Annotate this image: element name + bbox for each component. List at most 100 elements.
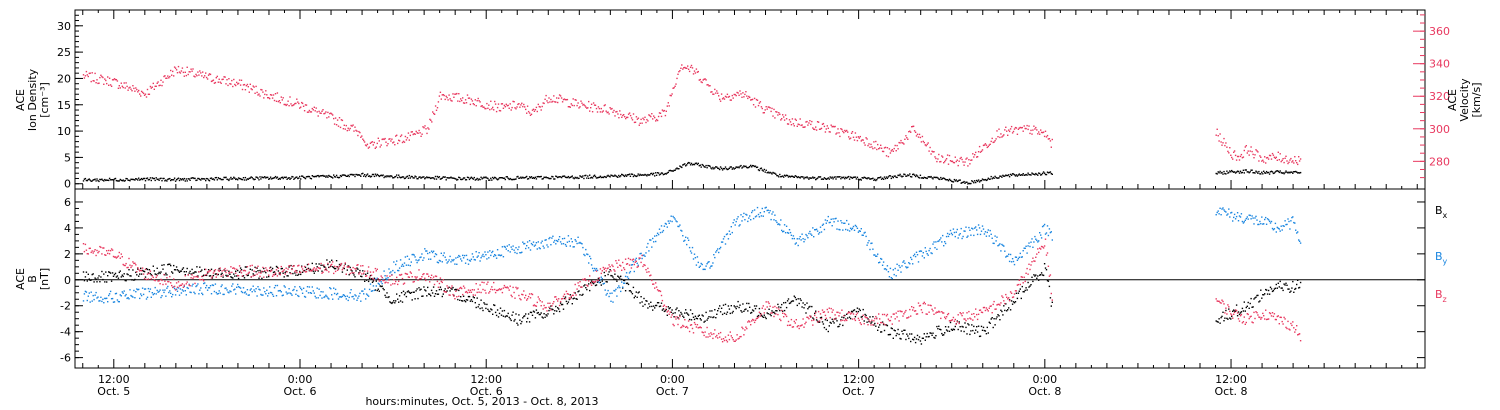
b-bz-point [282, 270, 284, 272]
b-by-point [952, 228, 955, 230]
velocity-point [762, 112, 764, 114]
density-point [90, 180, 92, 182]
b-by-point [251, 291, 253, 293]
density-point [1252, 172, 1254, 174]
velocity-point [637, 117, 640, 119]
b-by-point [442, 254, 444, 257]
b-by-point [227, 291, 229, 293]
b-bx-point [791, 300, 794, 302]
density-point [777, 175, 779, 177]
density-point [195, 179, 197, 182]
density-point [159, 177, 161, 180]
velocity-point [1242, 156, 1245, 158]
velocity-point [890, 150, 892, 152]
density-point [937, 177, 939, 179]
b-by-point [488, 257, 490, 259]
b-by-point [557, 240, 559, 243]
density-point [680, 166, 682, 168]
b-by-point [729, 233, 731, 235]
b-bx-point [1252, 306, 1254, 308]
density-point [622, 174, 624, 176]
b-by-point [965, 226, 967, 228]
density-point [199, 178, 201, 181]
density-point [457, 178, 459, 181]
velocity-point [504, 106, 506, 108]
b-by-point [1289, 228, 1291, 230]
density-point [94, 178, 96, 180]
velocity-point [977, 151, 980, 153]
b-bx-point [139, 273, 141, 275]
density-point [789, 176, 792, 178]
velocity-point [788, 119, 791, 121]
velocity-point [414, 133, 416, 135]
velocity-point [999, 136, 1001, 139]
b-by-point [85, 291, 88, 293]
velocity-point [238, 79, 241, 81]
b-bx-point [859, 309, 861, 312]
velocity-point [1285, 155, 1287, 157]
b-bx-point [204, 268, 206, 271]
density-point [735, 166, 737, 168]
velocity-point [153, 88, 155, 90]
velocity-point [825, 128, 827, 130]
b-by-point [673, 217, 675, 219]
b-by-point [1263, 223, 1265, 225]
b-bx-point [946, 330, 949, 332]
density-point [118, 180, 120, 182]
b-bx-point [689, 309, 692, 311]
b-bz-point [275, 269, 278, 271]
b-by-point [835, 217, 837, 220]
density-point [1296, 171, 1298, 173]
b-bz-point [83, 250, 86, 253]
velocity-point [771, 107, 773, 110]
b-bz-point [410, 272, 412, 274]
density-point [919, 174, 922, 176]
b-bx-point [430, 295, 432, 297]
b-by-point [113, 301, 116, 303]
b-bz-point [311, 269, 313, 271]
velocity-point [1002, 135, 1004, 137]
b-bx-point [621, 278, 623, 281]
b-bx-point [443, 290, 445, 292]
b-bx-point [961, 325, 963, 328]
b-bz-point [494, 291, 497, 294]
velocity-point [269, 97, 271, 100]
b-by-point [205, 287, 207, 289]
velocity-point [927, 142, 929, 144]
b-bz-point [571, 294, 573, 296]
b-by-point [192, 283, 194, 285]
b-by-point [520, 252, 522, 254]
velocity-point [1234, 154, 1237, 157]
b-bx-point [90, 279, 92, 281]
density-point [380, 174, 382, 176]
velocity-point [116, 80, 119, 82]
b-bx-point [944, 332, 946, 334]
velocity-point [970, 159, 972, 161]
b-bx-point [809, 305, 811, 308]
b-bx-point [742, 303, 744, 305]
density-point [416, 178, 418, 180]
b-bz-point [238, 265, 241, 267]
velocity-point [570, 103, 572, 105]
density-point [794, 175, 796, 177]
velocity-point [750, 99, 752, 101]
b-bx-point [898, 333, 900, 336]
b-bz-point [154, 279, 156, 282]
velocity-point [494, 103, 497, 105]
velocity-point [517, 103, 519, 106]
b-by-point [784, 232, 787, 234]
b-bx-point [836, 320, 838, 322]
b-bx-point [1051, 301, 1053, 303]
density-point [163, 177, 165, 180]
velocity-point [655, 120, 657, 122]
b-bx-point [401, 301, 404, 303]
density-point [621, 173, 623, 176]
density-point [430, 177, 432, 180]
b-by-point [709, 267, 711, 269]
velocity-point [769, 107, 771, 109]
velocity-point [1017, 128, 1020, 130]
b-bz-point [470, 291, 473, 293]
b-bx-point [138, 275, 140, 277]
b-bz-point [447, 287, 449, 289]
b-by-point [352, 295, 354, 298]
